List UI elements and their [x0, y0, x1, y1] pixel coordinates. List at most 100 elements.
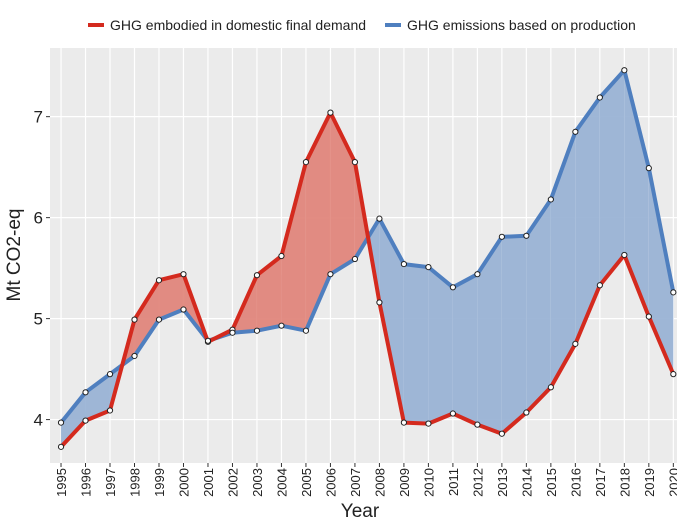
- y-axis-title: Mt CO2-eq: [4, 209, 25, 302]
- x-tick-label: 2003: [250, 468, 265, 497]
- data-point: [425, 264, 432, 271]
- x-tick-label: 2000: [176, 468, 191, 497]
- x-tick-label: 2013: [495, 468, 510, 497]
- data-point: [498, 430, 505, 437]
- data-point: [351, 255, 359, 263]
- data-point: [278, 252, 285, 260]
- area-between: [550, 131, 576, 388]
- data-point: [82, 417, 89, 424]
- data-point: [253, 272, 261, 279]
- data-point: [572, 340, 579, 347]
- area-between: [85, 374, 111, 421]
- series-line: [59, 110, 676, 449]
- data-point: [621, 67, 628, 74]
- x-tick-label: 1998: [127, 468, 142, 497]
- data-point: [621, 251, 628, 259]
- legend-label: GHG emissions based on production: [407, 17, 636, 33]
- area-between: [526, 199, 551, 413]
- data-point: [547, 384, 554, 391]
- data-point: [302, 158, 310, 166]
- data-point: [327, 109, 334, 116]
- data-point: [474, 421, 481, 428]
- data-point: [596, 94, 603, 101]
- data-point: [180, 271, 187, 278]
- area-between: [624, 70, 649, 317]
- x-tick-label: 1996: [79, 468, 94, 497]
- x-tick-label: 2001: [201, 468, 216, 497]
- area-between: [134, 280, 159, 356]
- area-between: [428, 267, 453, 424]
- x-tick-label: 1997: [103, 468, 118, 497]
- x-tick-label: 2020: [666, 468, 677, 497]
- data-point: [57, 419, 65, 426]
- data-point: [229, 329, 236, 336]
- x-tick-label: 2017: [593, 468, 608, 497]
- data-point: [253, 327, 261, 334]
- area-between: [575, 97, 600, 344]
- data-point: [327, 271, 334, 278]
- x-tick-label: 2014: [519, 468, 534, 497]
- data-point: [449, 284, 456, 291]
- x-axis-title: Year: [341, 501, 380, 522]
- legend-label: GHG embodied in domestic final demand: [110, 17, 366, 33]
- data-point: [400, 260, 408, 268]
- x-tick-label: 2011: [446, 468, 461, 496]
- x-tick-label: 2006: [323, 468, 338, 497]
- area-between: [599, 70, 625, 286]
- data-point: [106, 407, 114, 414]
- data-point: [376, 299, 383, 306]
- data-point: [131, 352, 138, 360]
- data-point: [400, 419, 408, 426]
- x-tick-label: 2015: [544, 468, 559, 497]
- data-point: [57, 443, 65, 450]
- x-tick-label: 1995: [54, 468, 69, 497]
- data-point: [376, 215, 383, 222]
- data-point: [204, 337, 212, 344]
- data-point: [82, 389, 89, 396]
- x-tick-label: 2018: [617, 468, 632, 497]
- x-tick-label: 2008: [372, 468, 387, 497]
- data-point: [523, 232, 530, 239]
- area-between: [477, 236, 502, 434]
- data-point: [645, 165, 652, 172]
- area-between: [158, 274, 184, 320]
- data-point: [547, 196, 554, 203]
- area-between: [452, 274, 478, 425]
- data-point: [572, 128, 579, 135]
- data-point: [425, 420, 432, 427]
- x-tick-label: 2004: [274, 468, 289, 497]
- data-point: [645, 313, 652, 320]
- x-tick-label: 2016: [568, 468, 583, 497]
- x-tick-label: 2002: [225, 468, 240, 497]
- x-tick-label: 2010: [421, 468, 436, 497]
- data-point: [278, 322, 285, 329]
- area-between: [501, 235, 527, 434]
- data-point: [155, 316, 163, 323]
- y-tick-label: 5: [34, 310, 43, 329]
- data-point: [670, 371, 677, 378]
- area-between: [403, 264, 429, 424]
- x-tick-label: 2005: [299, 468, 314, 497]
- data-point: [131, 316, 138, 323]
- data-point: [523, 409, 530, 416]
- data-point: [351, 158, 359, 166]
- x-tick-label: 2007: [348, 468, 363, 497]
- data-point: [670, 289, 677, 296]
- area-between: [648, 168, 674, 375]
- data-point: [474, 271, 481, 278]
- y-tick-label: 7: [34, 108, 43, 127]
- data-point: [106, 371, 114, 378]
- x-tick-label: 2019: [642, 468, 657, 497]
- data-point: [449, 410, 456, 417]
- y-tick-label: 6: [34, 209, 43, 228]
- area-between: [61, 392, 86, 447]
- data-point: [180, 306, 187, 313]
- x-tick-label: 2012: [470, 468, 485, 497]
- area-between: [256, 256, 282, 331]
- area-between: [379, 218, 404, 423]
- data-point: [498, 233, 505, 240]
- data-point: [155, 277, 163, 284]
- area-between: [305, 112, 331, 331]
- x-tick-label: 2009: [397, 468, 412, 497]
